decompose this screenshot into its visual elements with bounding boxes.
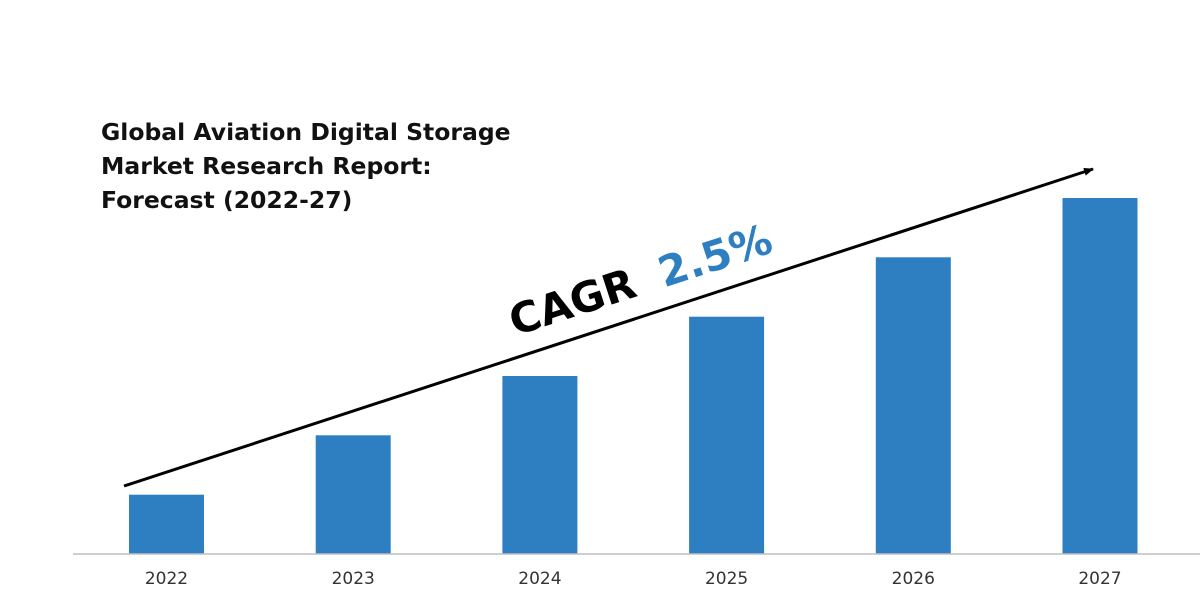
x-axis-tick-labels: 2022 2023 2024 2025 2026 2027 <box>145 569 1122 589</box>
x-tick-2022: 2022 <box>145 569 188 589</box>
bar-2025 <box>689 316 765 554</box>
cagr-label: CAGR <box>503 259 642 346</box>
bar-2026 <box>875 257 951 554</box>
x-tick-2025: 2025 <box>705 569 748 589</box>
title-line-2: Market Research Report: <box>101 152 432 180</box>
title-line-3: Forecast (2022-27) <box>101 186 353 214</box>
x-tick-2026: 2026 <box>892 569 935 589</box>
bar-2027 <box>1062 198 1138 554</box>
title-line-1: Global Aviation Digital Storage <box>101 118 511 146</box>
chart-title: Global Aviation Digital Storage Market R… <box>101 115 561 217</box>
x-tick-2023: 2023 <box>332 569 375 589</box>
bar-series <box>129 198 1138 554</box>
cagr-value: 2.5% <box>652 214 778 297</box>
growth-trend-arrow <box>123 167 1094 488</box>
bar-2023 <box>315 435 391 554</box>
x-tick-2024: 2024 <box>518 569 561 589</box>
bar-2024 <box>502 376 578 554</box>
x-tick-2027: 2027 <box>1078 569 1121 589</box>
bar-2022 <box>129 494 204 554</box>
